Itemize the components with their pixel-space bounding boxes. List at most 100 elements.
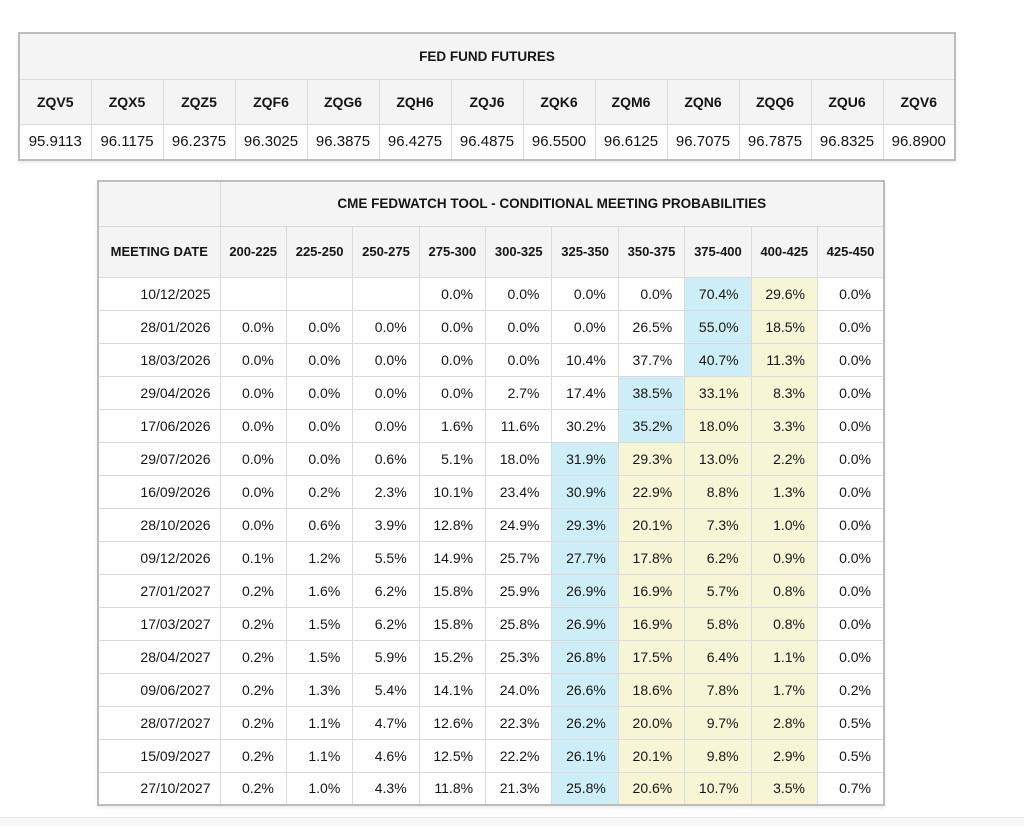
price-cell-zqg6: 96.3875: [306, 123, 380, 161]
probability-cell: 0.6%: [352, 441, 420, 476]
probability-cell: 0.2%: [285, 474, 354, 509]
rate-bucket-header-275-300: 275-300: [418, 225, 487, 278]
probability-cell: 0.0%: [352, 408, 420, 443]
price-cell-zqv5: 95.9113: [18, 123, 92, 161]
contract-header-zqk6: ZQK6: [522, 78, 596, 125]
probability-cell: 33.1%: [684, 375, 752, 410]
probability-cell: 12.8%: [418, 507, 487, 542]
probability-cell: 0.0%: [219, 441, 287, 476]
fedwatch-corner-cell: [97, 180, 221, 227]
meeting-row-28-01-2026: 28/01/2026 0.0% 0.0% 0.0% 0.0% 0.0% 0.0% 26.5% 5…: [97, 309, 885, 344]
probability-cell: 3.5%: [750, 771, 819, 806]
price-cell-zqu6: 96.8325: [810, 123, 884, 161]
probability-cell: 16.9%: [617, 606, 686, 641]
probability-cell: 0.0%: [352, 309, 420, 344]
meeting-date-cell: 29/04/2026: [97, 375, 221, 410]
meeting-date-cell: 10/12/2025: [97, 276, 221, 311]
probability-cell: 14.1%: [418, 672, 487, 707]
meeting-date-cell: 29/07/2026: [97, 441, 221, 476]
probability-cell: 26.8%: [551, 639, 619, 674]
rate-bucket-header-350-375: 350-375: [617, 225, 686, 278]
probability-cell: 23.4%: [485, 474, 553, 509]
probability-cell: 1.1%: [285, 705, 354, 740]
meeting-row-09-12-2026: 09/12/2026 0.1% 1.2% 5.5% 14.9% 25.7% 27.7% 17.…: [97, 540, 885, 575]
probability-cell: 12.5%: [418, 738, 487, 773]
price-cell-zqn6: 96.7075: [666, 123, 740, 161]
contract-header-zqx5: ZQX5: [90, 78, 164, 125]
contract-header-zqn6: ZQN6: [666, 78, 740, 125]
meeting-row-27-01-2027: 27/01/2027 0.2% 1.6% 6.2% 15.8% 25.9% 26.9% 16.…: [97, 573, 885, 608]
price-cell-zqj6: 96.4875: [450, 123, 524, 161]
rate-bucket-header-300-325: 300-325: [485, 225, 553, 278]
meeting-row-16-09-2026: 16/09/2026 0.0% 0.2% 2.3% 10.1% 23.4% 30.9% 22.…: [97, 474, 885, 509]
meeting-row-27-10-2027: 27/10/2027 0.2% 1.0% 4.3% 11.8% 21.3% 25.8% 20.…: [97, 771, 885, 806]
probability-cell: 1.1%: [750, 639, 819, 674]
meeting-row-28-07-2027: 28/07/2027 0.2% 1.1% 4.7% 12.6% 22.3% 26.2% 20.…: [97, 705, 885, 740]
probability-cell: 11.6%: [485, 408, 553, 443]
probability-cell: 0.0%: [219, 342, 287, 377]
contract-header-zqz5: ZQZ5: [162, 78, 236, 125]
probability-cell: 0.0%: [817, 375, 885, 410]
probability-cell: 2.3%: [352, 474, 420, 509]
meeting-date-cell: 27/01/2027: [97, 573, 221, 608]
probability-cell: 26.5%: [617, 309, 686, 344]
probability-cell: 20.0%: [617, 705, 686, 740]
probability-cell: [352, 276, 420, 311]
probability-cell: 24.0%: [485, 672, 553, 707]
rate-bucket-header-250-275: 250-275: [352, 225, 420, 278]
probability-cell: 4.7%: [352, 705, 420, 740]
probability-cell: 0.9%: [750, 540, 819, 575]
meeting-date-cell: 09/12/2026: [97, 540, 221, 575]
price-cell-zqk6: 96.5500: [522, 123, 596, 161]
probability-cell: 11.8%: [418, 771, 487, 806]
probability-cell: 0.0%: [418, 309, 487, 344]
probability-cell: 0.0%: [352, 375, 420, 410]
probability-cell: 17.4%: [551, 375, 619, 410]
fedwatch-probabilities-table: CME FEDWATCH TOOL - CONDITIONAL MEETING …: [97, 180, 885, 806]
probability-cell: 0.0%: [285, 342, 354, 377]
probability-cell: 0.2%: [219, 738, 287, 773]
probability-cell: 15.8%: [418, 606, 487, 641]
probability-cell: 2.2%: [750, 441, 819, 476]
probability-cell: 0.0%: [817, 474, 885, 509]
probability-cell: 13.0%: [684, 441, 752, 476]
price-cell-zqh6: 96.4275: [378, 123, 452, 161]
rate-bucket-header-400-425: 400-425: [750, 225, 819, 278]
meeting-date-cell: 17/03/2027: [97, 606, 221, 641]
probability-cell: 0.2%: [219, 639, 287, 674]
probability-cell: 26.9%: [551, 573, 619, 608]
futures-table-title: FED FUND FUTURES: [18, 32, 956, 80]
probability-cell: 9.8%: [684, 738, 752, 773]
probability-cell: 24.9%: [485, 507, 553, 542]
probability-cell: 15.8%: [418, 573, 487, 608]
probability-cell: 6.4%: [684, 639, 752, 674]
contract-header-zqq6: ZQQ6: [738, 78, 812, 125]
probability-cell: 0.0%: [285, 441, 354, 476]
probability-cell: 1.0%: [285, 771, 354, 806]
probability-cell: 18.6%: [617, 672, 686, 707]
fedwatch-header-row: MEETING DATE 200-225 225-250 250-275 275-30…: [97, 225, 885, 278]
probability-cell: 7.3%: [684, 507, 752, 542]
probability-cell: 25.9%: [485, 573, 553, 608]
probability-cell: 0.0%: [817, 606, 885, 641]
probability-cell: 26.2%: [551, 705, 619, 740]
meeting-date-cell: 17/06/2026: [97, 408, 221, 443]
probability-cell: 2.8%: [750, 705, 819, 740]
probability-cell: 6.2%: [352, 606, 420, 641]
probability-cell: 25.8%: [485, 606, 553, 641]
fedwatch-table-title: CME FEDWATCH TOOL - CONDITIONAL MEETING …: [219, 180, 885, 227]
probability-cell: 0.0%: [551, 276, 619, 311]
probability-cell: 0.0%: [352, 342, 420, 377]
probability-cell: 11.3%: [750, 342, 819, 377]
contract-header-zqj6: ZQJ6: [450, 78, 524, 125]
meeting-date-header: MEETING DATE: [97, 225, 221, 278]
probability-cell: 0.0%: [485, 342, 553, 377]
probability-cell: 10.7%: [684, 771, 752, 806]
probability-cell: [285, 276, 354, 311]
probability-cell: 0.7%: [817, 771, 885, 806]
probability-cell: 0.0%: [817, 408, 885, 443]
probability-cell: 4.6%: [352, 738, 420, 773]
probability-cell: 0.0%: [617, 276, 686, 311]
probability-cell: 22.9%: [617, 474, 686, 509]
